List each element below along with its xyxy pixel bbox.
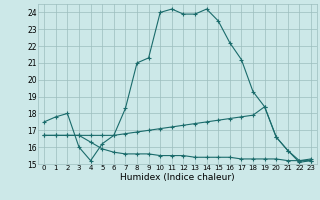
X-axis label: Humidex (Indice chaleur): Humidex (Indice chaleur): [120, 173, 235, 182]
